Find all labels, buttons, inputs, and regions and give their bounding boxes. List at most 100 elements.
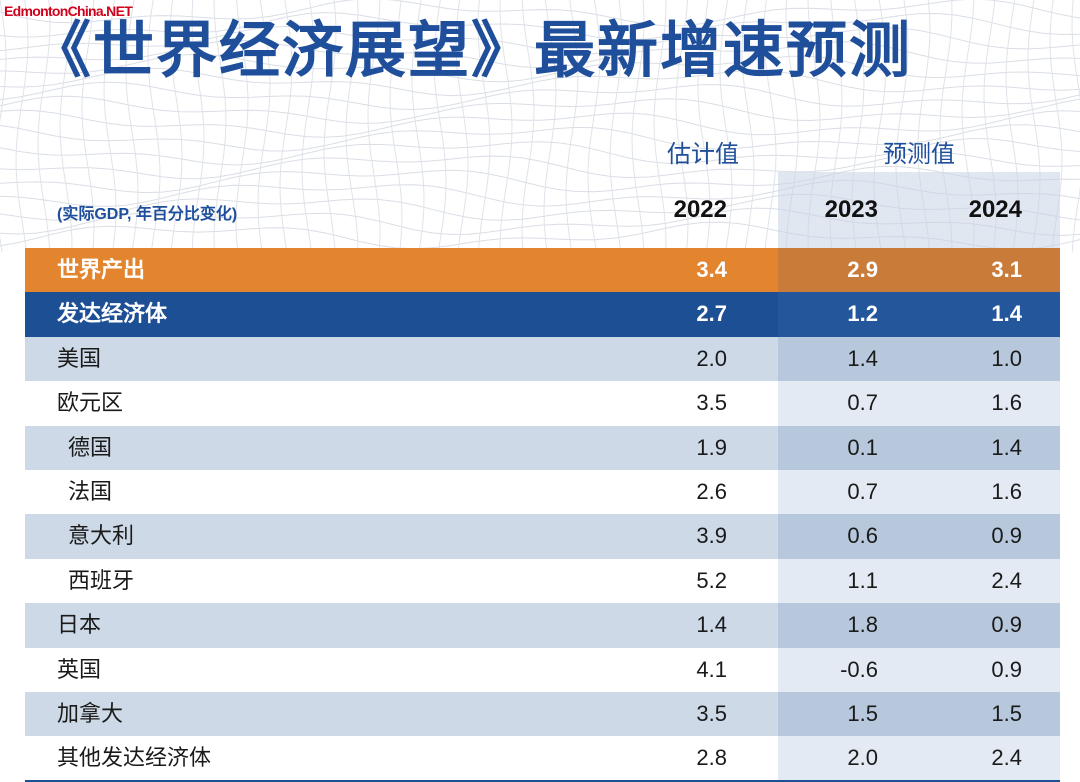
mesh-line	[0, 39, 1080, 69]
value-2024: 1.4	[991, 301, 1022, 327]
mesh-line	[631, 0, 645, 253]
mesh-line	[345, 0, 359, 253]
value-2022: 1.9	[696, 434, 727, 460]
value-2024: 1.5	[991, 701, 1022, 726]
forecast-cell-shading	[778, 692, 1060, 737]
mesh-line	[235, 0, 249, 253]
value-2024: 1.0	[991, 345, 1022, 371]
row-label: 日本	[57, 612, 102, 638]
forecast-header-shading	[778, 172, 1060, 248]
value-2023: 2.0	[847, 745, 878, 771]
value-2024: 1.4	[991, 434, 1022, 460]
value-2023: 0.6	[847, 523, 878, 549]
mesh-line	[1071, 0, 1080, 253]
value-2023: 1.1	[847, 567, 878, 593]
mesh-line	[0, 95, 1080, 124]
table-row: 英国 4.1 -0.6 0.9	[25, 647, 1060, 692]
mesh-line	[191, 0, 205, 253]
value-2022: 2.6	[696, 479, 727, 504]
mesh-line	[389, 0, 403, 253]
mesh-line	[675, 0, 689, 253]
mesh-line	[455, 0, 469, 253]
value-2023: 1.5	[847, 701, 878, 726]
row-label: 德国	[68, 434, 113, 460]
value-2022: 2.8	[696, 745, 727, 771]
value-2024: 2.4	[991, 745, 1022, 771]
table-row: 西班牙 5.2 1.1 2.4	[25, 558, 1060, 604]
value-2024: 2.4	[991, 567, 1022, 593]
mesh-line	[0, 0, 7, 253]
mesh-line	[0, 67, 1080, 97]
mesh-line	[565, 0, 579, 253]
value-2023: 1.8	[847, 612, 878, 638]
mesh-line	[521, 0, 535, 253]
value-2024: 1.6	[991, 390, 1022, 416]
value-2023: 1.2	[847, 301, 878, 327]
value-2022: 4.1	[696, 656, 727, 682]
mesh-line	[301, 0, 315, 253]
mesh-line	[0, 137, 1080, 166]
table-row: 欧元区 3.5 0.7 1.6	[25, 381, 1060, 426]
value-2022: 1.4	[696, 612, 727, 638]
table-row: 其他发达经济体 2.8 2.0 2.4	[25, 736, 1060, 781]
forecast-cell-shading	[778, 603, 1060, 648]
mesh-line	[103, 0, 117, 253]
row-label: 其他发达经济体	[57, 745, 212, 771]
value-2023: 0.7	[847, 479, 878, 504]
row-label: 西班牙	[68, 567, 135, 593]
mesh-line	[741, 0, 755, 253]
mesh-line	[15, 0, 29, 253]
mesh-line	[697, 0, 711, 253]
column-header-2024: 2024	[968, 196, 1022, 223]
value-2022: 3.5	[696, 701, 727, 726]
estimate-group-label: 估计值	[667, 141, 739, 168]
value-2024: 1.6	[991, 479, 1022, 504]
row-label: 美国	[57, 345, 102, 371]
forecast-cell-shading	[778, 425, 1060, 470]
mesh-line	[257, 0, 271, 253]
value-2022: 2.7	[696, 301, 727, 327]
mesh-line	[367, 0, 381, 253]
table-row: 发达经济体 2.7 1.2 1.4	[25, 292, 1060, 337]
mesh-line	[477, 0, 491, 253]
table-row: 意大利 3.9 0.6 0.9	[25, 514, 1060, 559]
table-bottom-rule	[25, 780, 1060, 782]
mesh-line	[719, 0, 733, 253]
value-2023: 2.9	[847, 257, 878, 282]
mesh-line	[279, 0, 293, 253]
mesh-line	[213, 0, 227, 253]
table-row: 法国 2.6 0.7 1.6	[25, 470, 1060, 515]
mesh-line	[0, 124, 1080, 152]
mesh-line	[499, 0, 513, 253]
mesh-line	[0, 0, 1080, 27]
value-2022: 2.0	[696, 345, 727, 371]
mesh-line	[0, 12, 1080, 41]
forecast-cell-shading	[778, 558, 1060, 604]
mesh-line	[37, 0, 51, 253]
forecast-cell-shading	[778, 336, 1060, 382]
forecast-cell-shading	[778, 381, 1060, 426]
mesh-line	[433, 0, 447, 253]
value-2024: 0.9	[991, 523, 1022, 549]
forecast-cell-shading	[778, 248, 1060, 293]
value-2023: 0.1	[847, 434, 878, 460]
row-label: 世界产出	[57, 257, 146, 282]
table-row: 日本 1.4 1.8 0.9	[25, 603, 1060, 648]
unit-note: (实际GDP, 年百分比变化)	[57, 206, 238, 223]
mesh-line	[0, 53, 1080, 83]
table-row: 美国 2.0 1.4 1.0	[25, 336, 1060, 382]
row-label: 法国	[68, 479, 113, 504]
forecast-cell-shading	[778, 736, 1060, 781]
mesh-line	[323, 0, 337, 253]
mesh-line	[653, 0, 667, 253]
forecast-cell-shading	[778, 292, 1060, 337]
value-2022: 5.2	[696, 567, 727, 593]
table-body: 世界产出 3.4 2.9 3.1 发达经济体 2.7 1.2 1.4 美国 2.0 1.4 1.0 欧元…	[25, 248, 1060, 781]
column-header-2023: 2023	[824, 196, 878, 223]
row-label: 加拿大	[57, 701, 124, 726]
row-label: 发达经济体	[57, 301, 168, 327]
row-label: 欧元区	[57, 390, 124, 416]
value-2022: 3.4	[696, 257, 727, 282]
mesh-line	[81, 0, 95, 253]
